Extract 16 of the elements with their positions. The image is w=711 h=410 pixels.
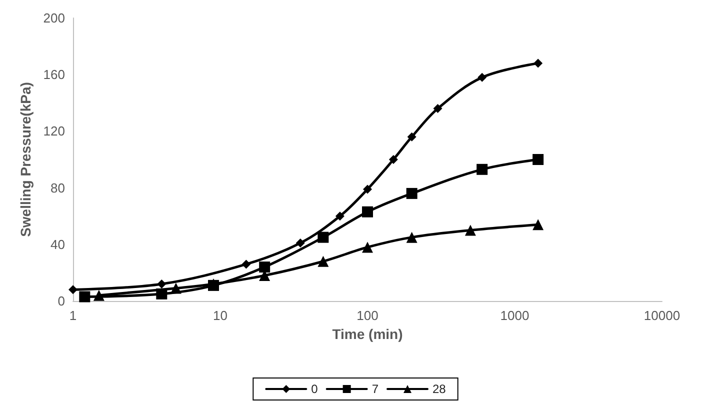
x-tick-label: 1	[69, 308, 77, 323]
legend-label: 28	[432, 382, 446, 396]
y-tick-label: 160	[43, 67, 65, 82]
x-tick-label: 10	[213, 308, 228, 323]
y-tick-label: 200	[43, 10, 65, 26]
x-tick-label: 10000	[644, 308, 680, 323]
x-tick-label: 100	[356, 308, 378, 323]
legend-label: 0	[311, 382, 318, 396]
y-axis-title: Swelling Pressure(kPa)	[17, 82, 34, 237]
x-axis-title: Time (min)	[332, 326, 403, 342]
x-tick-label: 1000	[500, 308, 530, 323]
y-tick-label: 80	[50, 180, 65, 196]
y-tick-label: 0	[58, 294, 65, 308]
legend-label: 7	[372, 382, 379, 396]
y-tick-label: 120	[43, 124, 65, 139]
y-tick-label: 40	[50, 236, 65, 252]
